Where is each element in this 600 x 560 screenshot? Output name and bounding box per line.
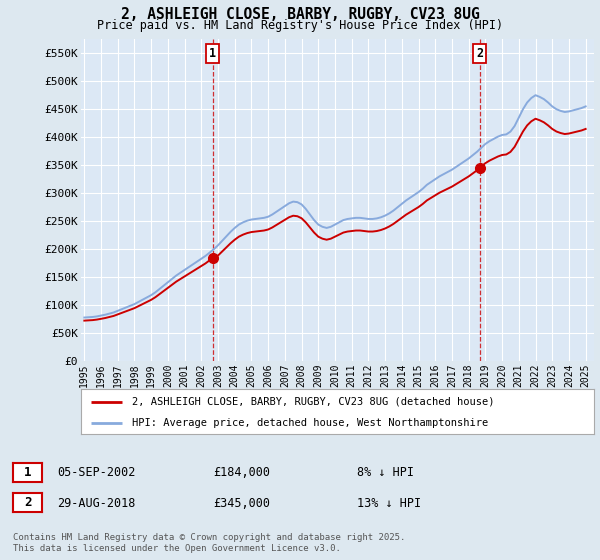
Text: 2, ASHLEIGH CLOSE, BARBY, RUGBY, CV23 8UG: 2, ASHLEIGH CLOSE, BARBY, RUGBY, CV23 8U… — [121, 7, 479, 22]
Text: 8% ↓ HPI: 8% ↓ HPI — [357, 466, 414, 479]
Text: £345,000: £345,000 — [213, 497, 270, 510]
Text: Price paid vs. HM Land Registry's House Price Index (HPI): Price paid vs. HM Land Registry's House … — [97, 19, 503, 32]
Text: 2, ASHLEIGH CLOSE, BARBY, RUGBY, CV23 8UG (detached house): 2, ASHLEIGH CLOSE, BARBY, RUGBY, CV23 8U… — [133, 396, 495, 407]
Text: 29-AUG-2018: 29-AUG-2018 — [57, 497, 136, 510]
Text: HPI: Average price, detached house, West Northamptonshire: HPI: Average price, detached house, West… — [133, 418, 488, 428]
Text: 2: 2 — [24, 496, 31, 510]
Text: 05-SEP-2002: 05-SEP-2002 — [57, 466, 136, 479]
Text: 1: 1 — [24, 465, 31, 479]
Text: 1: 1 — [209, 47, 216, 60]
Text: 13% ↓ HPI: 13% ↓ HPI — [357, 497, 421, 510]
Text: £184,000: £184,000 — [213, 466, 270, 479]
Text: Contains HM Land Registry data © Crown copyright and database right 2025.
This d: Contains HM Land Registry data © Crown c… — [13, 533, 406, 553]
Text: 2: 2 — [476, 47, 483, 60]
